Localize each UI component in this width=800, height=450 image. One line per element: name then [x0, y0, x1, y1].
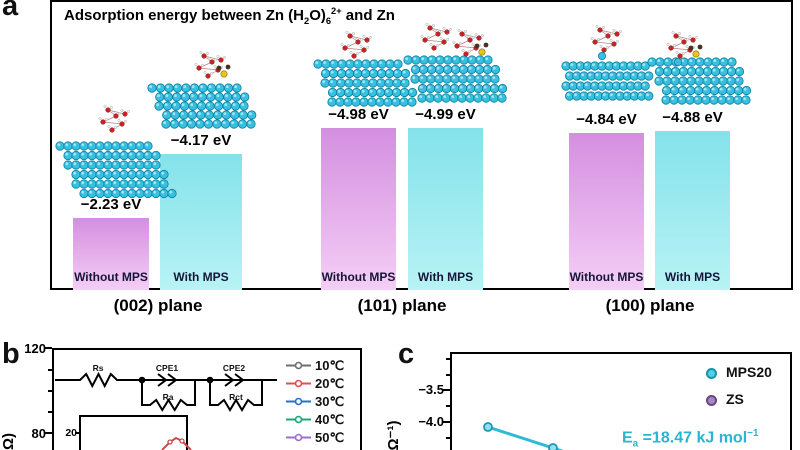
- panel-b-plot-box: [52, 348, 362, 450]
- legend-label-mps20: MPS20: [726, 364, 772, 380]
- panel-c-y-axis-label: (Ω⁻¹): [385, 420, 402, 450]
- panel-c-minor-tick: [446, 374, 450, 376]
- panel-b-inset-box: [79, 415, 188, 450]
- panel-a-title: Adsorption energy between Zn (H2O)62+ an…: [64, 6, 395, 26]
- legend-label: 10℃: [315, 358, 344, 373]
- circuit-label-ra: Ra: [163, 392, 174, 402]
- bar-label: With MPS: [173, 270, 229, 284]
- bar-without-mps-group0: Without MPS: [73, 218, 149, 290]
- legend-label: 40℃: [315, 412, 344, 427]
- bar-value-label: −4.17 eV: [170, 132, 232, 149]
- circuit-label-cpe2: CPE2: [223, 363, 245, 373]
- panel-c-major-tick: [443, 421, 450, 423]
- legend-item: 10℃: [286, 358, 344, 373]
- temperature-legend: 10℃ 20℃ 30℃ 40℃ 50℃: [286, 358, 344, 445]
- panel-c-ytick-2: −4.0: [418, 414, 444, 429]
- arrhenius-line-mps20: [483, 422, 564, 450]
- eis-red-curve: [161, 436, 192, 450]
- panel-label-a: a: [2, 0, 19, 22]
- bar-label: Without MPS: [321, 270, 396, 284]
- legend-item: 20℃: [286, 376, 344, 391]
- legend-label: 50℃: [315, 430, 344, 445]
- inset-tick: [75, 432, 79, 434]
- panel-b-y-axis-label: (Ω): [0, 432, 17, 450]
- plane-label: (002) plane: [113, 296, 203, 315]
- panel-b-minor-tick: [48, 369, 52, 371]
- bar-without-mps-group1: Without MPS: [321, 128, 396, 290]
- legend-label: 30℃: [315, 394, 344, 409]
- bar-value-label: −4.88 eV: [662, 109, 723, 126]
- bar-without-mps-group2: Without MPS: [569, 133, 644, 290]
- panel-c-minor-tick: [446, 405, 450, 407]
- bar-with-mps-group2: With MPS: [655, 131, 730, 290]
- panel-b-major-tick: [45, 432, 52, 434]
- panel-b-minor-tick: [48, 390, 52, 392]
- panel-c-ytick-1: −3.5: [418, 382, 444, 397]
- data-point-marker: [483, 422, 493, 432]
- panel-label-b: b: [2, 338, 20, 370]
- legend-item: 40℃: [286, 412, 344, 427]
- bar-value-label: −4.98 eV: [328, 106, 389, 123]
- bar-value-label: −2.23 eV: [80, 196, 142, 213]
- panel-c-minor-tick: [446, 437, 450, 439]
- legend-item: 50℃: [286, 430, 344, 445]
- plane-label: (100) plane: [605, 296, 695, 315]
- legend-item: 30℃: [286, 394, 344, 409]
- legend-dot-zs-icon: [706, 395, 717, 406]
- bar-with-mps-group0: With MPS: [160, 154, 242, 290]
- bar-value-label: −4.84 eV: [576, 111, 637, 128]
- panel-b-major-tick: [45, 347, 52, 349]
- data-point-marker: [548, 443, 558, 450]
- bar-label: Without MPS: [74, 270, 148, 284]
- bar-with-mps-group1: With MPS: [408, 128, 483, 290]
- panel-b-ytick-80: 80: [31, 426, 46, 441]
- bar-label: Without MPS: [569, 270, 644, 284]
- panel-c-plot-box: [450, 352, 792, 450]
- panel-c-major-tick: [443, 389, 450, 391]
- equivalent-circuit-diagram: Rs CPE1 CPE2 Ra Rct: [55, 363, 277, 412]
- panel-b-minor-tick: [48, 411, 52, 413]
- legend-dot-mps20-icon: [706, 368, 717, 379]
- activation-energy-annotation: Ea =18.47 kJ mol−1: [622, 428, 759, 450]
- bar-value-label: −4.99 eV: [415, 106, 476, 123]
- circuit-label-cpe1: CPE1: [156, 363, 178, 373]
- panel-b-ytick-120: 120: [24, 341, 46, 356]
- bar-label: With MPS: [417, 270, 474, 284]
- panel-label-c: c: [398, 338, 415, 370]
- bar-label: With MPS: [664, 270, 721, 284]
- circuit-label-rct: Rct: [229, 392, 243, 402]
- inset-ytick-20: 20: [65, 427, 77, 439]
- legend-label-zs: ZS: [726, 391, 744, 407]
- plane-label: (101) plane: [357, 296, 447, 315]
- legend-label: 20℃: [315, 376, 344, 391]
- panel-c-minor-tick: [446, 358, 450, 360]
- circuit-label-rs: Rs: [93, 363, 104, 373]
